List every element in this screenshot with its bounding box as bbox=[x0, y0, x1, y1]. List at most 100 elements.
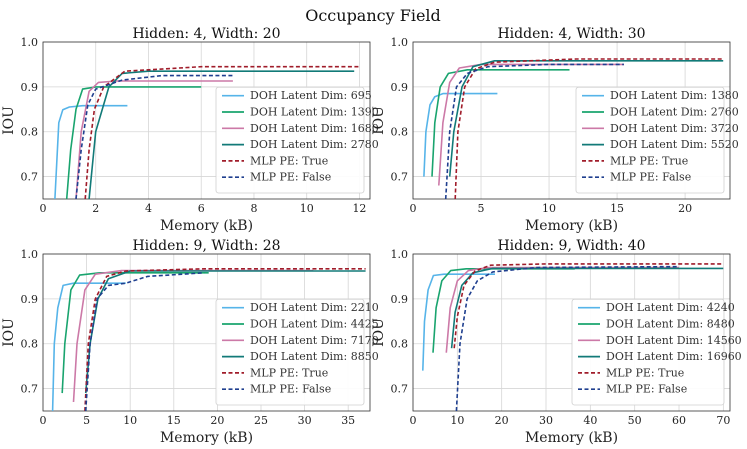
x-tick-label: 20 bbox=[678, 202, 692, 215]
legend: DOH Latent Dim: 695 DOH Latent Dim: 1390 D… bbox=[215, 86, 379, 194]
y-axis-label: IOU bbox=[371, 318, 387, 347]
plot-frame bbox=[412, 41, 731, 200]
y-tick-label: 0.8 bbox=[391, 338, 409, 351]
legend-label: MLP PE: False bbox=[606, 383, 687, 396]
x-tick-label: 15 bbox=[610, 202, 624, 215]
legend: DOH Latent Dim: 4240 DOH Latent Dim: 8480… bbox=[571, 298, 742, 406]
x-tick-label: 10 bbox=[542, 202, 556, 215]
legend-label: DOH Latent Dim: 1380 bbox=[610, 89, 739, 102]
series-line-1 bbox=[422, 273, 495, 371]
x-tick-label: 5 bbox=[83, 414, 90, 427]
x-tick-label: 60 bbox=[672, 414, 686, 427]
x-tick-label: 8 bbox=[250, 202, 257, 215]
y-axis-label: IOU bbox=[371, 106, 387, 135]
legend-label: DOH Latent Dim: 8850 bbox=[250, 350, 379, 363]
legend-box bbox=[215, 86, 365, 194]
plot-frame bbox=[412, 253, 731, 412]
x-tick-label: 10 bbox=[450, 414, 464, 427]
y-tick-label: 0.7 bbox=[21, 383, 39, 396]
chart-title: Hidden: 4, Width: 30 bbox=[497, 26, 645, 42]
y-axis-label: IOU bbox=[1, 106, 17, 135]
y-tick-label: 0.7 bbox=[391, 171, 409, 184]
series-line-1 bbox=[51, 282, 126, 411]
chart-title: Hidden: 9, Width: 40 bbox=[497, 238, 645, 254]
x-axis-label: Memory (kB) bbox=[525, 430, 618, 446]
y-tick-label: 0.8 bbox=[21, 126, 39, 139]
series-line-3 bbox=[75, 80, 233, 199]
legend: DOH Latent Dim: 2210 DOH Latent Dim: 4425… bbox=[215, 298, 379, 406]
legend-label: DOH Latent Dim: 2210 bbox=[250, 301, 379, 314]
x-tick-label: 15 bbox=[167, 414, 181, 427]
legend-label: DOH Latent Dim: 8480 bbox=[606, 318, 735, 331]
x-tick-label: 10 bbox=[300, 202, 314, 215]
plot-frame bbox=[42, 41, 371, 200]
y-tick-label: 1.0 bbox=[21, 36, 39, 49]
y-axis-label: IOU bbox=[1, 318, 17, 347]
x-tick-label: 2 bbox=[92, 202, 99, 215]
x-tick-label: 12 bbox=[352, 202, 366, 215]
series-line-5 bbox=[453, 263, 724, 349]
legend-box bbox=[571, 298, 725, 406]
x-axis-label: Memory (kB) bbox=[525, 218, 618, 234]
x-tick-label: 6 bbox=[198, 202, 205, 215]
series-line-2 bbox=[65, 86, 202, 199]
x-tick-label: 20 bbox=[495, 414, 509, 427]
y-tick-label: 0.9 bbox=[21, 81, 39, 94]
x-tick-label: 30 bbox=[539, 414, 553, 427]
chart-title: Hidden: 9, Width: 28 bbox=[132, 238, 280, 254]
series-line-6 bbox=[444, 63, 624, 199]
legend-label: DOH Latent Dim: 2760 bbox=[610, 106, 739, 119]
legend-label: MLP PE: True bbox=[250, 154, 328, 167]
x-tick-label: 5 bbox=[478, 202, 485, 215]
x-tick-label: 0 bbox=[410, 414, 417, 427]
y-tick-label: 1.0 bbox=[391, 248, 409, 261]
x-tick-label: 70 bbox=[716, 414, 730, 427]
y-tick-label: 1.0 bbox=[391, 36, 409, 49]
legend-label: MLP PE: True bbox=[250, 366, 328, 379]
legend-label: DOH Latent Dim: 5520 bbox=[610, 138, 739, 151]
chart-panel-4: 0 10 20 30 40 50 60 70 0.7 0.8 0.9 1.0 Memory (kB) IO… bbox=[371, 238, 742, 446]
figure-title: Occupancy Field bbox=[305, 6, 441, 25]
chart-title: Hidden: 4, Width: 20 bbox=[132, 26, 280, 42]
x-tick-label: 25 bbox=[254, 414, 268, 427]
legend-label: DOH Latent Dim: 4425 bbox=[250, 318, 379, 331]
series-line-6 bbox=[455, 265, 680, 411]
legend-label: MLP PE: False bbox=[610, 171, 691, 184]
series-line-3 bbox=[445, 266, 679, 353]
y-tick-label: 0.7 bbox=[391, 383, 409, 396]
x-tick-label: 20 bbox=[210, 414, 224, 427]
y-tick-label: 1.0 bbox=[21, 248, 39, 261]
series-line-2 bbox=[431, 69, 570, 177]
x-tick-label: 35 bbox=[341, 414, 355, 427]
series-line-3 bbox=[438, 63, 624, 186]
series-line-5 bbox=[454, 58, 724, 199]
x-axis-label: Memory (kB) bbox=[160, 430, 253, 446]
legend-label: DOH Latent Dim: 4240 bbox=[606, 301, 735, 314]
chart-panel-1: 0 2 4 6 8 10 12 0.7 0.8 0.9 1.0 Memory (kB) IOU Hidde… bbox=[1, 26, 379, 234]
legend-label: MLP PE: False bbox=[250, 383, 331, 396]
x-tick-label: 50 bbox=[628, 414, 642, 427]
y-tick-label: 0.8 bbox=[21, 338, 39, 351]
series-line-6 bbox=[84, 272, 205, 411]
x-tick-label: 4 bbox=[145, 202, 152, 215]
legend-label: DOH Latent Dim: 3720 bbox=[610, 122, 739, 135]
series-line-1 bbox=[54, 104, 128, 199]
legend-label: MLP PE: True bbox=[610, 154, 688, 167]
y-tick-label: 0.9 bbox=[391, 81, 409, 94]
x-tick-label: 10 bbox=[123, 414, 137, 427]
y-tick-label: 0.8 bbox=[391, 126, 409, 139]
plot-frame bbox=[42, 253, 371, 412]
legend-label: MLP PE: False bbox=[250, 171, 331, 184]
legend-box bbox=[215, 298, 365, 406]
y-tick-label: 0.9 bbox=[21, 293, 39, 306]
y-tick-label: 0.7 bbox=[21, 171, 39, 184]
series-line-6 bbox=[75, 74, 233, 199]
series-line-5 bbox=[84, 267, 366, 411]
legend-label: DOH Latent Dim: 14560 bbox=[606, 334, 742, 347]
legend-label: DOH Latent Dim: 1680 bbox=[250, 122, 379, 135]
legend-box bbox=[575, 86, 725, 194]
legend: DOH Latent Dim: 1380 DOH Latent Dim: 2760… bbox=[575, 86, 739, 194]
legend-label: DOH Latent Dim: 16960 bbox=[606, 350, 742, 363]
series-line-1 bbox=[423, 92, 498, 177]
